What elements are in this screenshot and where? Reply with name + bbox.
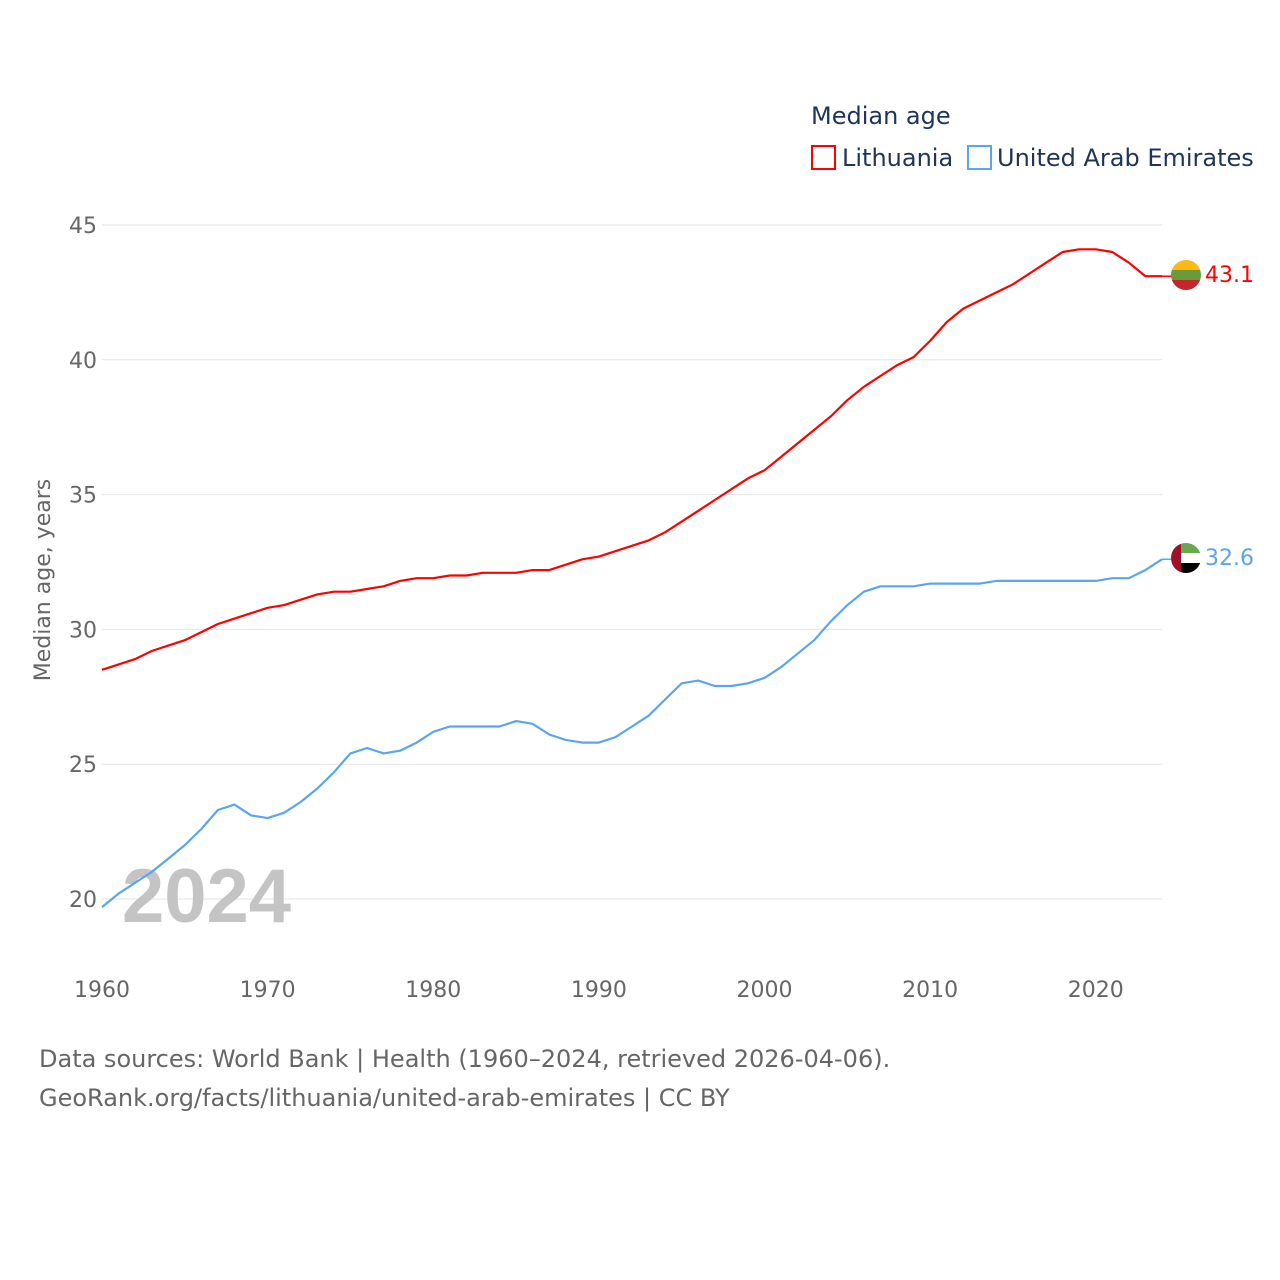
series-line-uae	[101, 558, 1163, 908]
lithuania-flag-icon	[1171, 260, 1201, 290]
end-label-uae: 32.6	[1205, 546, 1254, 571]
uae-flag-icon	[1171, 543, 1201, 573]
y-tick-label: 45	[69, 214, 97, 239]
y-axis-label: Median age, years	[31, 479, 56, 682]
year-watermark: 2024	[122, 854, 291, 939]
legend-swatch-lithuania[interactable]	[811, 145, 836, 170]
x-tick-label: 2020	[1068, 978, 1124, 1003]
footer-sources: Data sources: World Bank | Health (1960–…	[39, 1045, 891, 1073]
legend-swatch-uae[interactable]	[967, 145, 992, 170]
y-tick-label: 25	[69, 753, 97, 778]
legend-title: Median age	[811, 102, 951, 130]
footer-link[interactable]: GeoRank.org/facts/lithuania/united-arab-…	[39, 1084, 730, 1112]
y-tick-label: 20	[69, 888, 97, 913]
x-tick-label: 1990	[571, 978, 627, 1003]
x-tick-label: 2000	[737, 978, 793, 1003]
x-tick-label: 1960	[74, 978, 130, 1003]
x-tick-label: 1980	[405, 978, 461, 1003]
legend-label-uae[interactable]: United Arab Emirates	[997, 144, 1254, 172]
y-tick-label: 35	[69, 484, 97, 509]
x-tick-label: 2010	[902, 978, 958, 1003]
legend-label-lithuania[interactable]: Lithuania	[842, 144, 953, 172]
series-line-lithuania	[101, 248, 1162, 671]
end-label-lithuania: 43.1	[1205, 263, 1254, 288]
y-tick-label: 30	[69, 618, 97, 643]
y-tick-label: 40	[69, 349, 97, 374]
x-tick-label: 1970	[240, 978, 296, 1003]
